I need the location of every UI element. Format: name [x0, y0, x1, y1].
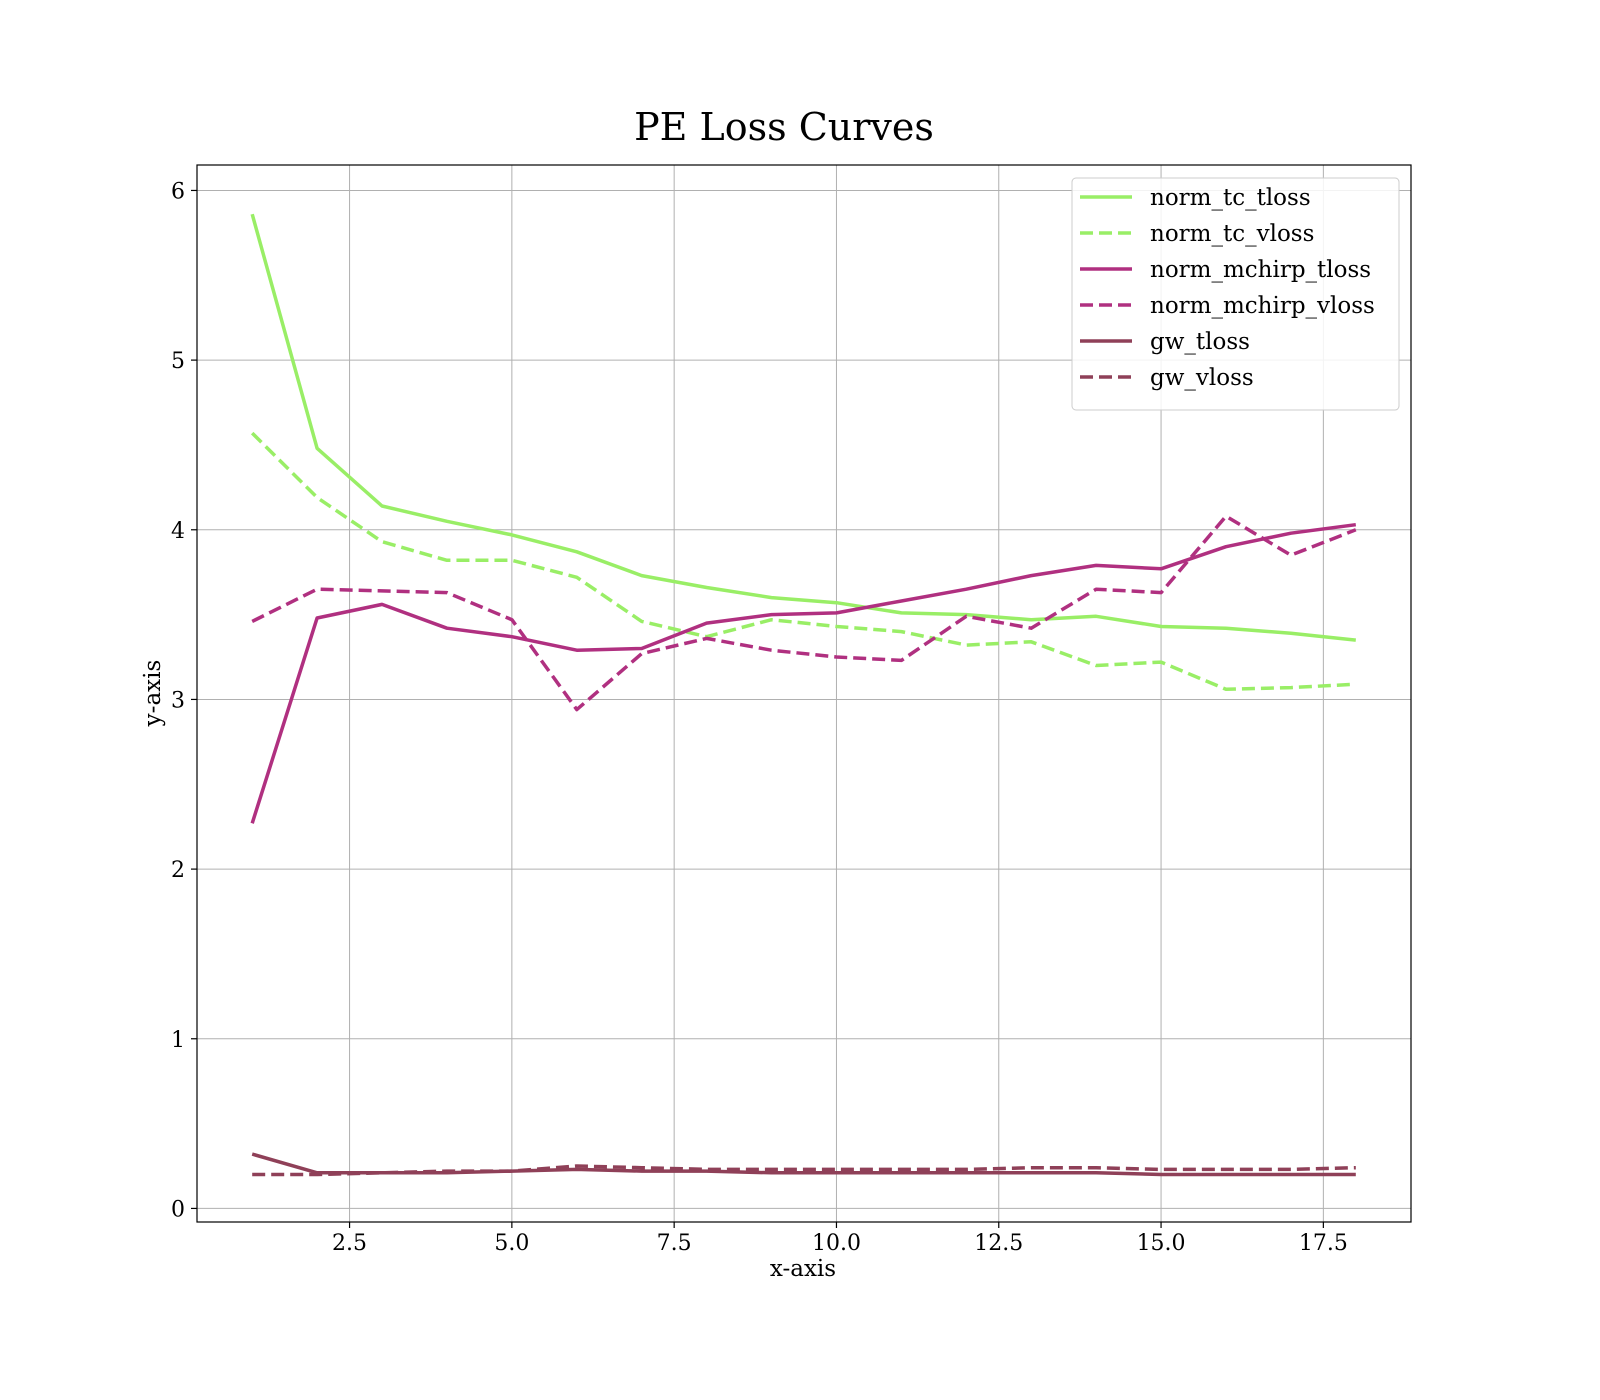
y-tick-label: 4 [171, 519, 185, 544]
series-line-norm-mchirp-vloss [251, 514, 1357, 712]
series-line-gw-vloss [252, 1164, 1356, 1177]
x-tick-label: 5.0 [494, 1231, 529, 1256]
y-tick-label: 1 [171, 1028, 185, 1053]
y-tick-label: 6 [171, 179, 185, 204]
chart-title: PE Loss Curves [634, 105, 934, 149]
y-tick-label: 5 [171, 349, 185, 374]
legend-label: gw_vloss [1150, 365, 1254, 391]
legend: norm_tc_tloss norm_tc_vloss norm_mchirp_tl… [1071, 177, 1400, 411]
y-tick-label: 3 [171, 688, 185, 713]
y-tick-label: 2 [171, 858, 185, 883]
x-tick-label: 15.0 [1137, 1231, 1186, 1256]
legend-label: norm_mchirp_vloss [1150, 293, 1375, 319]
legend-label: gw_tloss [1150, 329, 1250, 355]
y-tick-label: 0 [171, 1197, 185, 1222]
series-line-norm-tc-vloss [250, 431, 1356, 692]
legend-label: norm_tc_vloss [1150, 221, 1314, 247]
legend-box [1071, 177, 1400, 411]
series-line-gw-tloss [251, 1152, 1356, 1177]
plot-series [250, 213, 1357, 1177]
x-tick-label: 10.0 [812, 1231, 861, 1256]
x-tick-label: 12.5 [974, 1231, 1023, 1256]
plot-frame [196, 164, 1412, 1223]
legend-label: norm_tc_tloss [1150, 185, 1311, 211]
x-tick-label: 17.5 [1299, 1231, 1348, 1256]
x-tick-label: 2.5 [332, 1231, 367, 1256]
y-axis-label: y-axis [140, 660, 166, 728]
x-tick-label: 7.5 [657, 1231, 692, 1256]
axis-ticks: 2.5 5.0 7.5 10.0 12.5 15.0 17.5 0 1 2 3 4 5 6 [171, 179, 1348, 1256]
x-axis-label: x-axis [770, 1256, 836, 1282]
series-line-norm-tc-tloss [250, 213, 1356, 642]
legend-label: norm_mchirp_tloss [1150, 257, 1371, 283]
series-line-norm-mchirp-tloss [250, 522, 1357, 824]
